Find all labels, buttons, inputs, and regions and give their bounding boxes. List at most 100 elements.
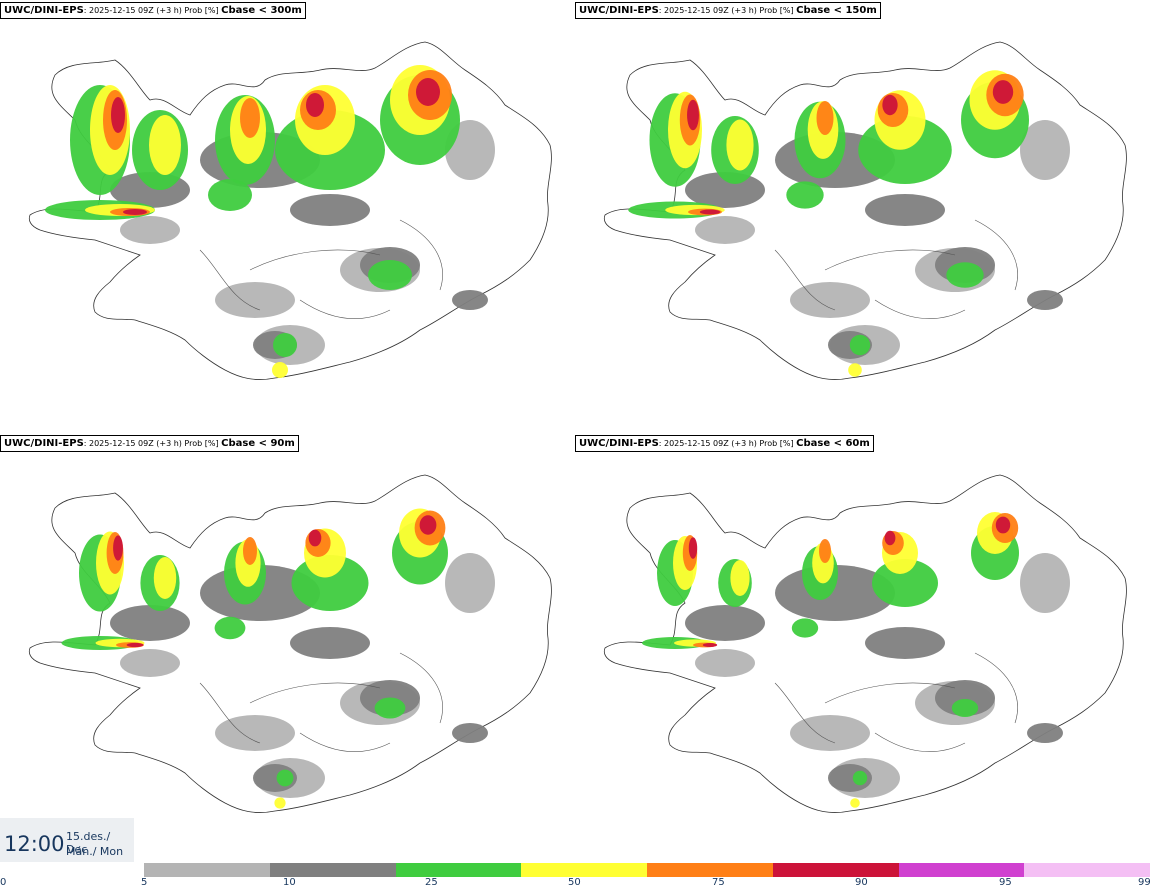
probability-area xyxy=(730,560,750,596)
colorbar-tick-label: 99 xyxy=(1138,877,1150,888)
probability-area xyxy=(452,290,488,310)
probability-area xyxy=(865,194,945,226)
probability-area xyxy=(215,282,295,318)
terrain-contour xyxy=(199,652,443,752)
probability-area xyxy=(1027,723,1063,743)
iceland-map xyxy=(603,41,1127,380)
probability-area xyxy=(153,557,177,599)
probability-area xyxy=(149,115,181,175)
probability-area xyxy=(685,172,765,208)
probability-area xyxy=(1027,290,1063,310)
colorbar-tick-label: 50 xyxy=(568,877,581,888)
probability-area xyxy=(688,537,698,559)
probability-area xyxy=(374,697,406,719)
probability-area xyxy=(1020,120,1070,180)
map-panel-cbase-60: UWC/DINI-EPS: 2025-12-15 09Z (+3 h) Prob… xyxy=(575,433,1150,863)
probability-area xyxy=(848,363,862,377)
probability-area xyxy=(306,93,324,117)
probability-area xyxy=(790,715,870,751)
probability-area xyxy=(865,627,945,659)
probability-area xyxy=(791,618,819,638)
probability-area xyxy=(215,715,295,751)
colorbar-segment xyxy=(898,863,1025,877)
map-panel-cbase-150: UWC/DINI-EPS: 2025-12-15 09Z (+3 h) Prob… xyxy=(575,0,1150,430)
panel-title: UWC/DINI-EPS: 2025-12-15 09Z (+3 h) Prob… xyxy=(575,2,881,19)
probability-area xyxy=(819,539,831,563)
colorbar-segment xyxy=(1024,863,1150,877)
probability-area xyxy=(687,99,699,131)
terrain-contour xyxy=(774,219,1018,319)
terrain-contour xyxy=(199,219,443,319)
probability-area xyxy=(1020,553,1070,613)
valid-date-line1: 15.des./ Dec xyxy=(66,830,111,856)
probability-area xyxy=(243,537,257,565)
probability-area xyxy=(123,209,147,215)
probability-area xyxy=(452,723,488,743)
probability-area xyxy=(790,282,870,318)
probability-area xyxy=(111,97,125,133)
colorbar-tick-label: 90 xyxy=(855,877,868,888)
probability-area xyxy=(995,516,1011,534)
colorbar-segment xyxy=(395,863,522,877)
probability-area xyxy=(849,334,871,356)
probability-area xyxy=(685,605,765,641)
probability-area xyxy=(816,101,834,135)
probability-colorbar xyxy=(144,863,1150,877)
iceland-map xyxy=(28,41,552,380)
probability-area xyxy=(699,209,721,215)
probability-area xyxy=(126,642,144,648)
probability-area xyxy=(850,798,860,808)
iceland-map xyxy=(28,474,552,813)
probability-area xyxy=(695,216,755,244)
map-panel-cbase-90: UWC/DINI-EPS: 2025-12-15 09Z (+3 h) Prob… xyxy=(0,433,575,863)
panel-title: UWC/DINI-EPS: 2025-12-15 09Z (+3 h) Prob… xyxy=(0,2,306,19)
probability-area xyxy=(445,553,495,613)
colorbar-segment xyxy=(144,863,270,877)
valid-time-box: 12:00 15.des./ Dec Mán./ Mon xyxy=(0,818,134,862)
probability-area xyxy=(416,78,440,106)
valid-time-clock: 12:00 xyxy=(4,832,65,856)
valid-date-line2: Mán./ Mon xyxy=(66,845,124,858)
colorbar-segment xyxy=(772,863,899,877)
probability-area xyxy=(274,797,286,809)
probability-area xyxy=(273,333,297,357)
probability-area xyxy=(852,770,868,786)
probability-area xyxy=(110,605,190,641)
probability-area xyxy=(208,179,252,211)
probability-area xyxy=(419,515,437,535)
probability-area xyxy=(290,194,370,226)
map-panel-cbase-300: UWC/DINI-EPS: 2025-12-15 09Z (+3 h) Prob… xyxy=(0,0,575,430)
probability-area xyxy=(214,616,246,640)
probability-area xyxy=(368,260,412,290)
colorbar-tick-label: 25 xyxy=(425,877,438,888)
colorbar-segment xyxy=(269,863,396,877)
panel-title: UWC/DINI-EPS: 2025-12-15 09Z (+3 h) Prob… xyxy=(0,435,299,452)
colorbar-tick-label: 5 xyxy=(141,877,148,888)
panel-title: UWC/DINI-EPS: 2025-12-15 09Z (+3 h) Prob… xyxy=(575,435,874,452)
probability-area xyxy=(276,769,294,787)
probability-area xyxy=(113,535,123,561)
colorbar-tick-label: 75 xyxy=(712,877,725,888)
probability-area xyxy=(290,627,370,659)
probability-area xyxy=(272,362,288,378)
colorbar-segment xyxy=(521,863,647,877)
probability-area xyxy=(308,529,322,547)
probability-area xyxy=(726,119,754,171)
probability-area xyxy=(695,649,755,677)
terrain-contour xyxy=(774,652,1018,752)
probability-area xyxy=(240,98,260,138)
probability-area xyxy=(702,643,718,647)
iceland-map xyxy=(603,474,1127,813)
colorbar-tick-label: 10 xyxy=(283,877,296,888)
colorbar-segment xyxy=(647,863,773,877)
colorbar-tick-label: 0 xyxy=(0,877,7,888)
probability-area xyxy=(992,80,1014,104)
colorbar-tick-label: 95 xyxy=(999,877,1012,888)
probability-area xyxy=(872,559,938,607)
probability-area xyxy=(882,94,898,116)
probability-area xyxy=(786,181,824,209)
probability-area xyxy=(946,262,984,288)
probability-area xyxy=(120,649,180,677)
probability-area xyxy=(935,680,995,716)
probability-area xyxy=(951,699,979,717)
